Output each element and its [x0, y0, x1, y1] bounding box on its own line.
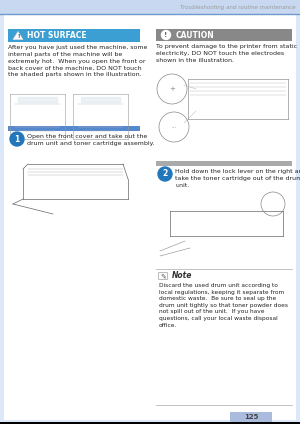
Text: 1: 1: [14, 134, 20, 143]
Circle shape: [158, 167, 172, 181]
Text: !: !: [17, 34, 19, 39]
Text: 125: 125: [244, 414, 258, 420]
Circle shape: [161, 31, 170, 39]
Text: ...: ...: [171, 125, 177, 129]
Text: 2: 2: [162, 170, 168, 179]
Circle shape: [10, 132, 24, 146]
Text: ✎: ✎: [160, 273, 166, 279]
Bar: [0, 0, 300, 14]
Polygon shape: [13, 31, 23, 39]
Text: Discard the used drum unit according to
local regulations, keeping it separate f: Discard the used drum unit according to …: [159, 283, 288, 328]
Text: After you have just used the machine, some
internal parts of the machine will be: After you have just used the machine, so…: [8, 45, 147, 77]
FancyBboxPatch shape: [158, 273, 167, 279]
Bar: [8, 29, 140, 42]
Text: +: +: [169, 86, 175, 92]
Text: Open the front cover and take out the
drum unit and toner cartridge assembly.: Open the front cover and take out the dr…: [27, 134, 154, 146]
Text: HOT SURFACE: HOT SURFACE: [27, 31, 87, 40]
Bar: [230, 412, 272, 422]
Bar: [156, 161, 292, 166]
Bar: [156, 29, 292, 41]
Text: Troubleshooting and routine maintenance: Troubleshooting and routine maintenance: [179, 6, 295, 11]
Bar: [8, 126, 140, 131]
Text: Note: Note: [172, 271, 192, 279]
Text: !: !: [164, 32, 168, 38]
Text: Hold down the lock lever on the right and
take the toner cartridge out of the dr: Hold down the lock lever on the right an…: [175, 169, 300, 187]
Text: CAUTION: CAUTION: [176, 31, 215, 39]
Bar: [0, 422, 300, 424]
Text: To prevent damage to the printer from static
electricity, DO NOT touch the elect: To prevent damage to the printer from st…: [156, 44, 297, 63]
